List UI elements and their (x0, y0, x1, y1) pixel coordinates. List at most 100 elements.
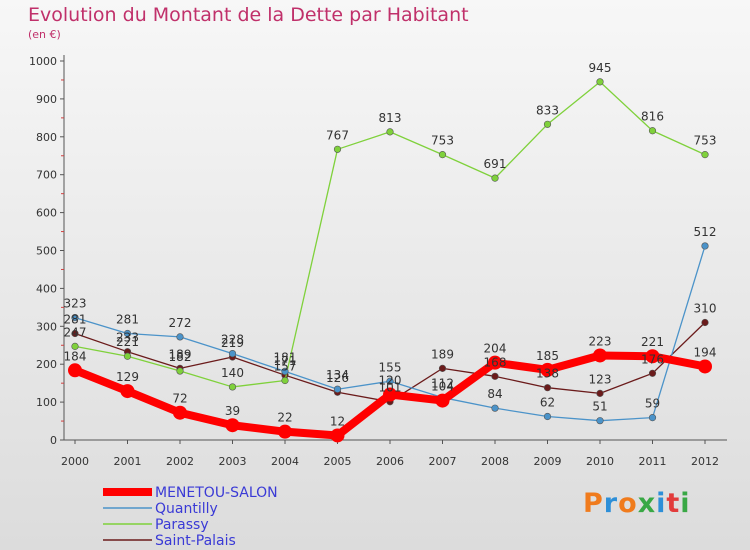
data-point (540, 362, 555, 377)
data-point (176, 367, 184, 375)
data-label: 233 (116, 331, 139, 345)
data-point (281, 367, 289, 376)
y-tick-label: 700 (36, 169, 57, 182)
data-label: 204 (484, 342, 507, 356)
data-point (438, 151, 447, 159)
data-point (71, 342, 79, 350)
data-label: 189 (431, 347, 454, 361)
x-tick-label: 2009 (534, 455, 562, 468)
data-label: 189 (169, 347, 192, 361)
data-label: 512 (694, 225, 717, 239)
data-label: 129 (116, 370, 139, 384)
data-point (648, 127, 657, 135)
logo-letter: t (666, 488, 681, 519)
logo-letter: o (618, 488, 638, 519)
data-label: 813 (379, 111, 402, 125)
data-label: 140 (221, 366, 244, 380)
data-point (225, 418, 240, 433)
data-point (596, 389, 604, 397)
x-tick-label: 2007 (429, 455, 457, 468)
data-point (386, 377, 394, 385)
logo-letter: i (656, 488, 667, 519)
x-tick-label: 2008 (481, 455, 509, 468)
data-point (593, 348, 607, 363)
data-point (330, 428, 345, 443)
data-point (648, 369, 657, 377)
legend-label: Quantilly (155, 501, 218, 517)
x-tick-label: 2010 (586, 455, 614, 468)
data-point (698, 359, 712, 374)
data-point (333, 385, 342, 393)
data-label: 181 (274, 350, 297, 364)
series-lines (68, 78, 712, 443)
data-point (701, 151, 709, 159)
y-tick-label: 200 (36, 358, 57, 371)
data-point (491, 404, 499, 412)
axes: 0 100 200 300 400 500 600 700 800 900 1000 2000 2001… (29, 55, 727, 468)
y-tick-label: 300 (36, 320, 57, 333)
y-tick-label: 600 (36, 207, 57, 220)
data-point (491, 174, 499, 182)
data-point (228, 349, 237, 358)
data-label: 22 (277, 411, 292, 425)
data-label: 310 (694, 302, 717, 316)
data-label: 59 (645, 397, 660, 411)
y-tick-label: 100 (36, 396, 57, 409)
x-tick-label: 2000 (61, 455, 89, 468)
data-label: 51 (592, 400, 607, 414)
data-label: 945 (589, 61, 612, 75)
data-point (648, 414, 657, 422)
data-label: 168 (484, 355, 507, 369)
data-point (333, 145, 342, 153)
x-tick-label: 2002 (166, 455, 194, 468)
x-tick-label: 2001 (114, 455, 142, 468)
data-label: 62 (540, 396, 555, 410)
data-point (596, 417, 604, 425)
data-label: 184 (64, 349, 87, 363)
data-label: 126 (326, 371, 349, 385)
data-point (491, 372, 499, 380)
data-label: 134 (326, 368, 349, 382)
data-point (71, 313, 79, 322)
legend-label: Saint-Palais (155, 533, 236, 549)
data-point (71, 329, 79, 338)
logo-letter: r (603, 488, 619, 519)
y-tick-label: 500 (36, 245, 57, 258)
data-point (543, 384, 552, 392)
data-labels: 184 129 72 39 22 12 120 104 204 185 223 221 194 323 28… (64, 61, 717, 429)
data-label: 281 (116, 313, 139, 327)
data-label: 12 (330, 414, 345, 428)
data-label: 72 (172, 392, 187, 406)
data-label: 691 (484, 157, 507, 171)
y-tick-label: 900 (36, 93, 57, 106)
chart-title: Evolution du Montant de la Dette par Hab… (28, 4, 469, 26)
data-label: 138 (536, 367, 559, 381)
data-point (173, 405, 187, 420)
data-point (123, 329, 132, 338)
data-label: 84 (487, 387, 502, 401)
data-point (488, 355, 502, 370)
data-label: 221 (116, 335, 139, 349)
x-tick-label: 2005 (324, 455, 352, 468)
data-point (281, 376, 289, 385)
data-label: 171 (274, 354, 297, 368)
x-tick-label: 2003 (219, 455, 247, 468)
data-point (645, 349, 660, 364)
data-label: 247 (64, 325, 87, 339)
legend-label: MENETOU-SALON (155, 485, 278, 501)
data-label: 281 (64, 313, 87, 327)
data-label: 39 (225, 404, 240, 418)
legend-label: Parassy (155, 517, 209, 533)
data-point (596, 78, 604, 86)
chart-subtitle: (en €) (28, 28, 61, 41)
logo-letter: x (637, 488, 657, 519)
data-point (701, 242, 709, 250)
x-tick-label: 2011 (639, 455, 667, 468)
data-point (68, 363, 82, 378)
data-point (176, 333, 184, 341)
y-tick-label: 1000 (29, 55, 57, 68)
data-label: 221 (641, 335, 664, 349)
data-label: 112 (431, 377, 454, 391)
